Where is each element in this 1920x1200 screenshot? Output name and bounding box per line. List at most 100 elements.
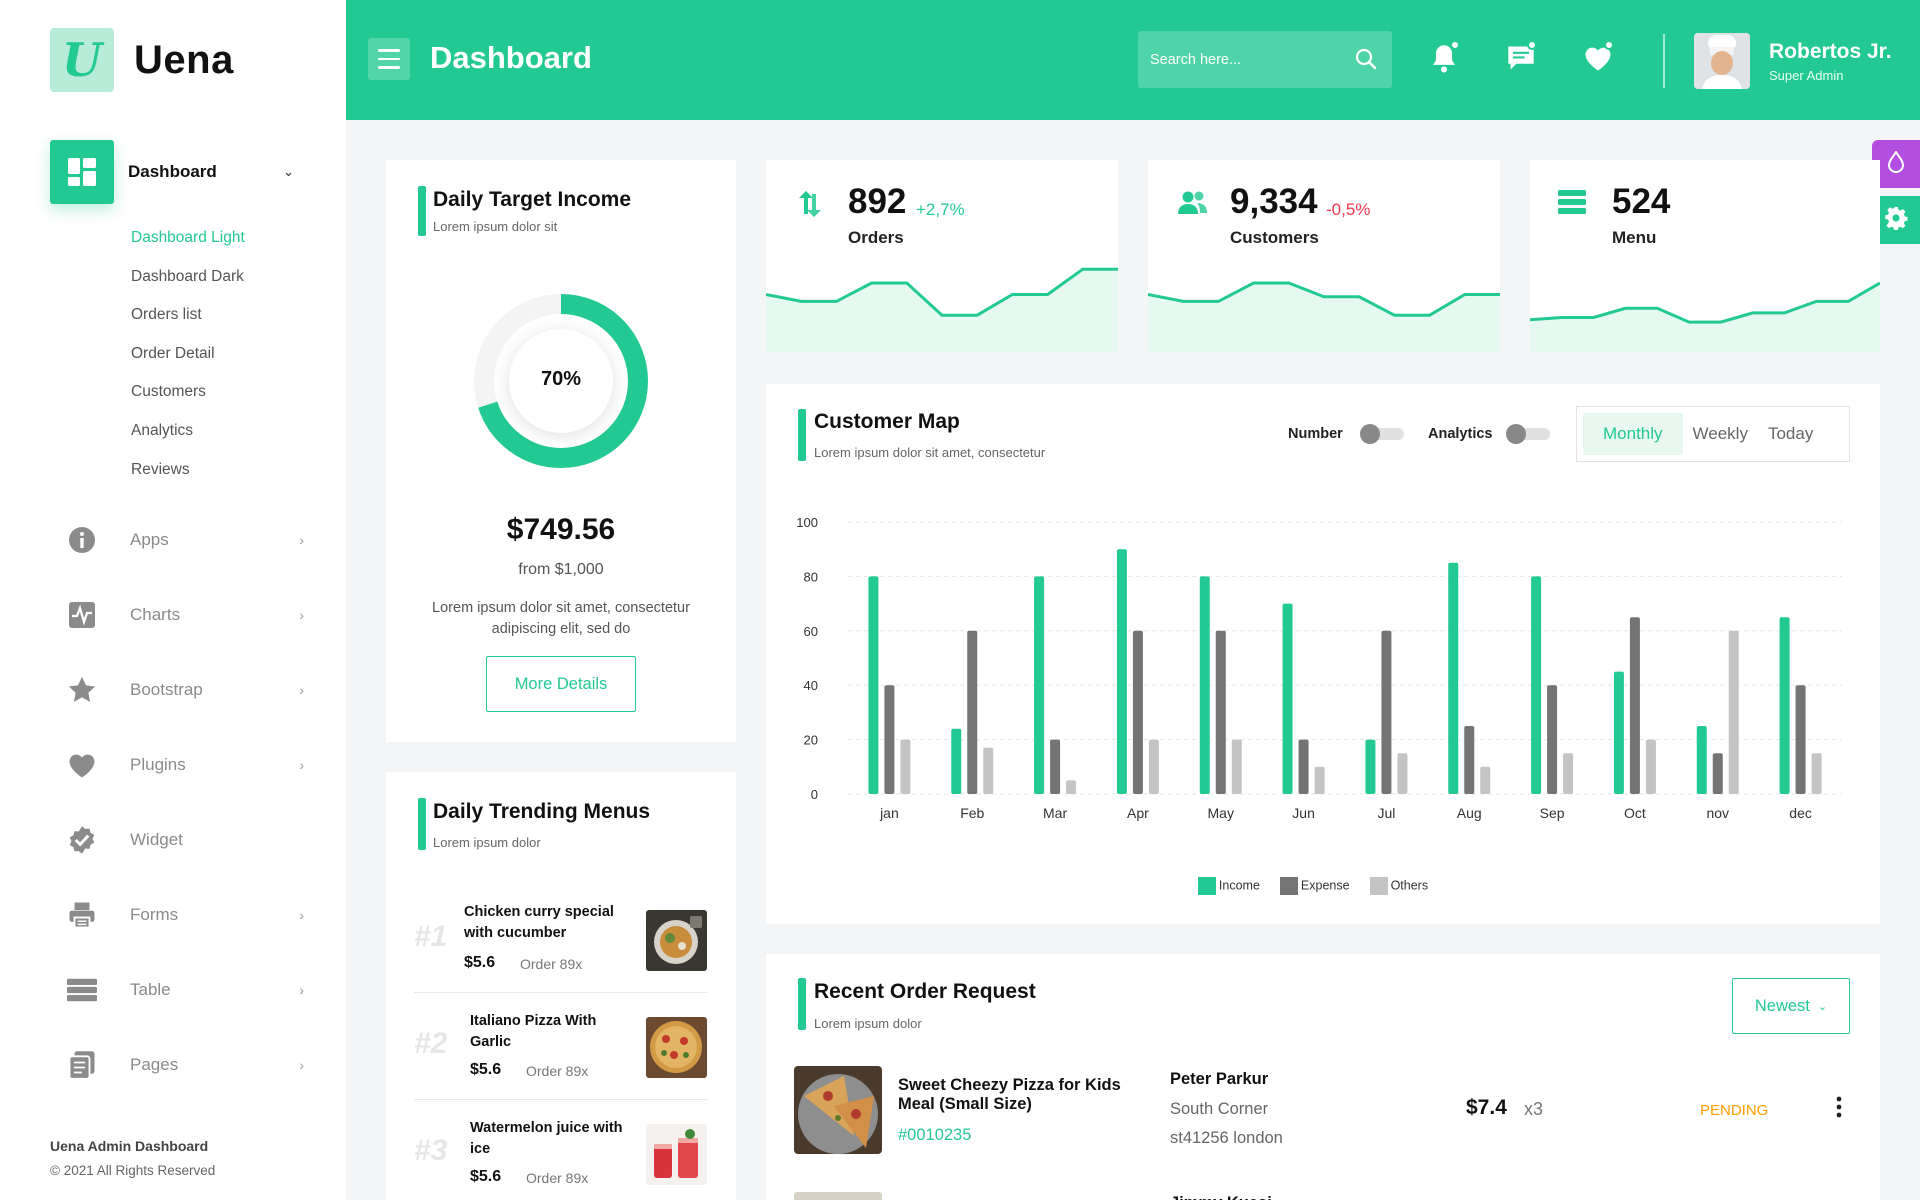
search-input[interactable]	[1150, 51, 1350, 68]
legend-label: Others	[1390, 879, 1429, 893]
trending-price: $5.6	[470, 1168, 502, 1185]
more-options-icon[interactable]	[1836, 1096, 1846, 1123]
trending-orders: Order 89x	[526, 1170, 589, 1186]
trending-item[interactable]: #2 Italiano Pizza With Garlic $5.6 Order…	[414, 993, 707, 1100]
brand[interactable]: U Uena	[50, 28, 234, 92]
user-name[interactable]: Robertos Jr.	[1769, 40, 1892, 63]
notification-bell-icon[interactable]	[1426, 40, 1462, 76]
submenu-item-dashboard-light[interactable]: Dashboard Light	[131, 229, 245, 246]
sidebar-item-widget[interactable]: Widget	[64, 802, 304, 877]
tab-today[interactable]: Today	[1767, 424, 1814, 443]
bar-others-may	[1231, 739, 1242, 794]
settings-button[interactable]	[1872, 196, 1920, 244]
sidebar-item-table[interactable]: Table ›	[64, 952, 304, 1027]
submenu-item-dashboard-dark[interactable]: Dashboard Dark	[131, 267, 244, 285]
brand-logo-letter: U	[61, 33, 103, 87]
sparkline-area	[1530, 283, 1880, 352]
footer-title: Uena Admin Dashboard	[50, 1138, 209, 1154]
stat-value: 892	[848, 182, 907, 221]
sidebar-item-forms[interactable]: Forms ›	[64, 877, 304, 952]
x-tick-label: Jun	[1292, 805, 1315, 821]
toggle-analytics[interactable]	[1506, 424, 1550, 444]
tab-monthly[interactable]: Monthly	[1583, 413, 1683, 455]
star-icon	[64, 672, 100, 708]
card-subtitle: Lorem ipsum dolor sit	[433, 219, 558, 234]
stat-label: Menu	[1612, 228, 1657, 247]
sidebar-item-charts[interactable]: Charts ›	[64, 577, 304, 652]
order-row[interactable]: Sweet Cheezy Pizza for Kids Meal (Small …	[766, 1066, 1880, 1166]
stat-value: 9,334	[1230, 182, 1318, 221]
order-item-thumbnail	[794, 1066, 882, 1154]
stat-label: Customers	[1230, 228, 1319, 247]
sidebar-item-apps[interactable]: Apps ›	[64, 502, 304, 577]
submenu-item-orders-list[interactable]: Orders list	[131, 306, 202, 324]
bar-expense-oct	[1629, 617, 1640, 794]
user-avatar[interactable]	[1694, 33, 1750, 89]
sort-newest-dropdown[interactable]: Newest ⌄	[1732, 978, 1850, 1034]
bar-others-jul	[1397, 753, 1408, 794]
gear-icon	[1884, 206, 1908, 235]
target-donut-chart	[474, 294, 648, 468]
arrows-updown-icon	[796, 190, 824, 223]
order-status-badge: PENDING	[1700, 1102, 1769, 1119]
bar-others-oct	[1645, 739, 1656, 794]
hamburger-menu-button[interactable]	[368, 38, 410, 80]
x-tick-label: Mar	[1043, 805, 1067, 821]
submenu-item-analytics[interactable]: Analytics	[131, 421, 194, 439]
favorites-heart-icon[interactable]	[1580, 40, 1616, 76]
trending-item[interactable]: #3 Watermelon juice with ice $5.6 Order …	[414, 1100, 707, 1200]
sidebar-item-plugins[interactable]: Plugins ›	[64, 727, 304, 802]
x-tick-label: dec	[1789, 805, 1812, 821]
search-box[interactable]	[1138, 31, 1392, 88]
brand-logo: U	[50, 28, 114, 92]
sidebar-item-dashboard[interactable]: Dashboard ⌄	[50, 140, 300, 204]
header-divider	[1663, 34, 1665, 88]
bar-expense-dec	[1795, 685, 1806, 794]
toggle-number[interactable]	[1360, 424, 1404, 444]
trending-rank: #2	[414, 1027, 448, 1060]
submenu-item-customers[interactable]: Customers	[131, 383, 206, 401]
sidebar-item-bootstrap[interactable]: Bootstrap ›	[64, 652, 304, 727]
legend-item-expense[interactable]: Expense	[1279, 877, 1350, 895]
card-title: Daily Target Income	[433, 188, 632, 211]
more-details-button[interactable]: More Details	[486, 656, 636, 712]
chevron-right-icon: ›	[299, 981, 304, 998]
y-tick-label: 100	[796, 515, 818, 530]
theme-color-button[interactable]	[1872, 140, 1920, 188]
legend-swatch	[1197, 877, 1216, 895]
sidebar-item-pages[interactable]: Pages ›	[64, 1027, 304, 1102]
sidebar-item-label: Forms	[130, 904, 179, 924]
stat-change: -0,5%	[1326, 200, 1371, 219]
legend-item-others[interactable]: Others	[1369, 877, 1429, 895]
legend-label: Income	[1218, 879, 1260, 893]
tab-weekly[interactable]: Weekly	[1692, 424, 1748, 443]
sidebar-item-label: Table	[130, 979, 171, 999]
sparkline-area	[766, 269, 1118, 352]
food-thumbnail	[646, 1124, 707, 1185]
submenu-item-reviews[interactable]: Reviews	[131, 460, 190, 478]
trending-orders: Order 89x	[526, 1063, 589, 1079]
bar-expense-may	[1215, 630, 1226, 794]
stat-label: Orders	[848, 228, 904, 247]
legend-item-income[interactable]: Income	[1197, 877, 1260, 895]
search-icon[interactable]	[1354, 47, 1378, 76]
pages-icon	[64, 1047, 100, 1083]
dashboard-submenu: Dashboard Light Dashboard Dark Orders li…	[131, 222, 245, 492]
trending-price: $5.6	[470, 1061, 502, 1078]
donut-progress-arc	[474, 294, 648, 468]
chart-legend: Income Expense Others	[766, 877, 1880, 895]
bar-others-apr	[1148, 739, 1159, 794]
bar-income-jan	[868, 576, 879, 794]
trending-item[interactable]: #1 Chicken curry special with cucumber $…	[414, 886, 707, 993]
card-subtitle: Lorem ipsum dolor	[814, 1016, 922, 1031]
bar-income-jul	[1365, 739, 1376, 794]
stat-value: 524	[1612, 182, 1671, 221]
submenu-item-order-detail[interactable]: Order Detail	[131, 344, 215, 362]
bar-others-jan	[900, 739, 911, 794]
bar-others-mar	[1066, 780, 1077, 794]
x-tick-label: Oct	[1624, 805, 1646, 821]
bar-expense-aug	[1464, 726, 1475, 794]
messages-icon[interactable]	[1503, 40, 1539, 76]
bar-income-aug	[1448, 562, 1459, 794]
y-tick-label: 60	[804, 624, 818, 639]
